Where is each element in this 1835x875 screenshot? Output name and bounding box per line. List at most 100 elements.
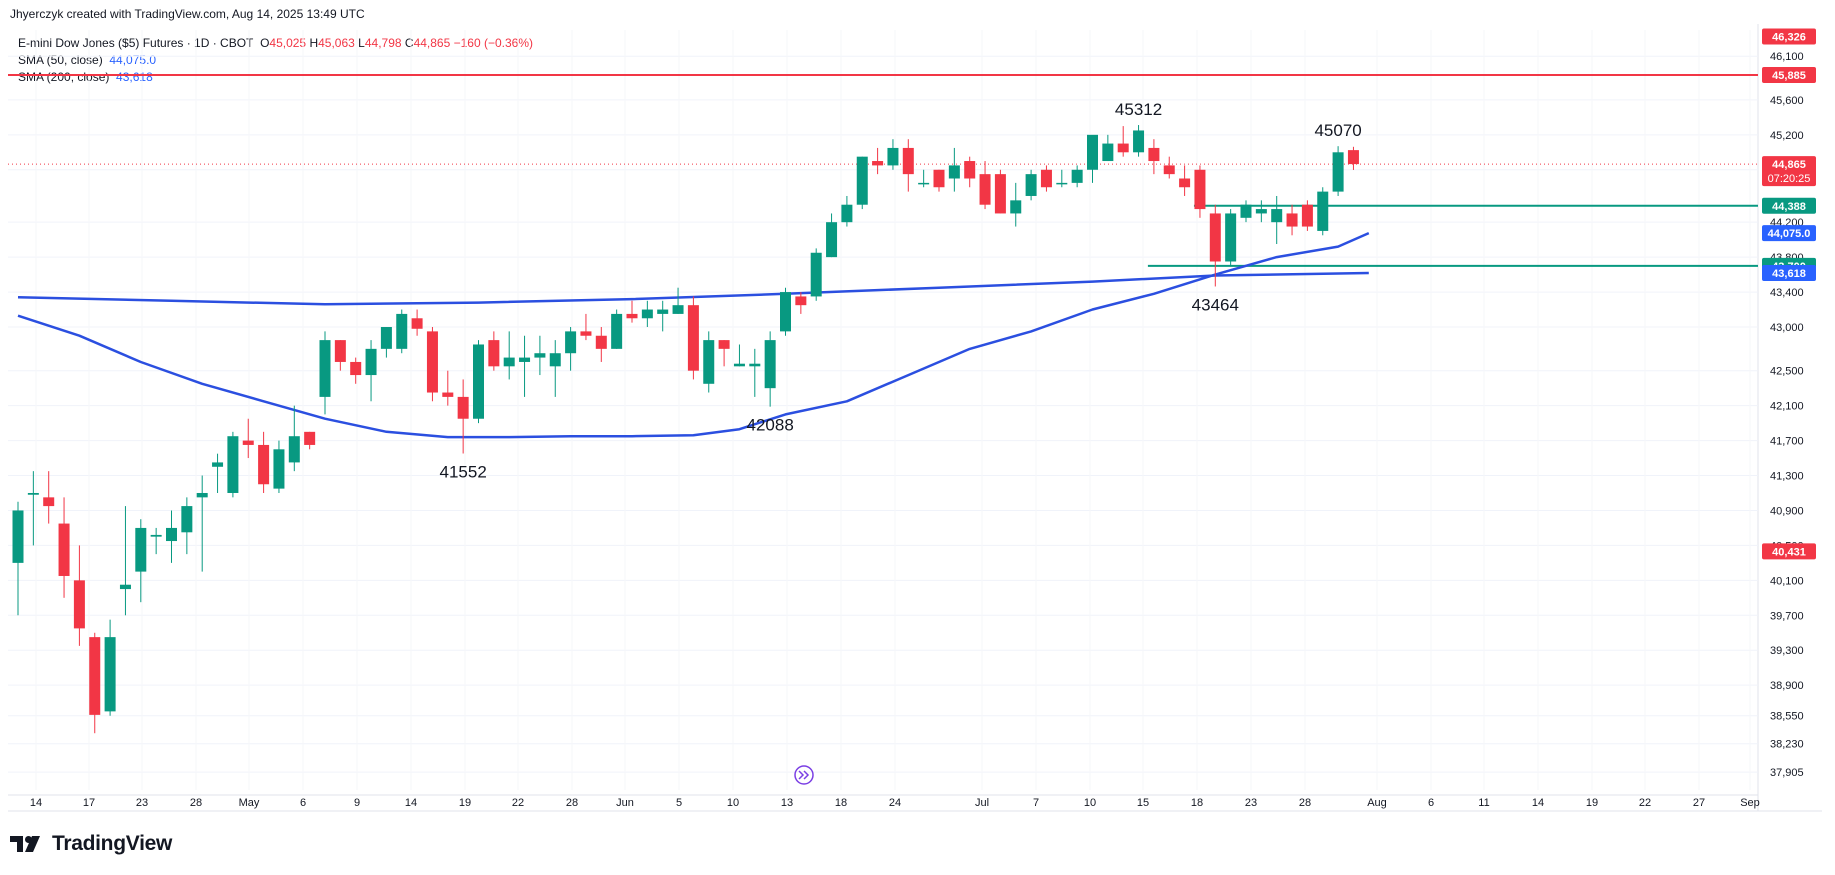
candle bbox=[810, 248, 822, 301]
price-tag-bg bbox=[1762, 28, 1816, 45]
time-tick-label: Aug bbox=[1367, 797, 1387, 809]
price-tag-bg bbox=[1762, 265, 1816, 282]
candle bbox=[104, 619, 116, 716]
candle-body bbox=[27, 492, 39, 495]
candle bbox=[964, 156, 976, 188]
price-tick-label: 41,700 bbox=[1770, 436, 1804, 448]
candle-body bbox=[687, 305, 699, 371]
legend-sma200-value: 43,618 bbox=[116, 70, 153, 84]
price-tag-bg bbox=[1762, 156, 1816, 187]
candle-body bbox=[258, 444, 270, 485]
candle bbox=[150, 527, 162, 555]
sma50-line bbox=[17, 231, 1370, 439]
candle bbox=[1240, 200, 1252, 223]
candle bbox=[58, 497, 70, 598]
time-tick-label: Jul bbox=[975, 797, 989, 809]
price-tag: 44,075.0 bbox=[1762, 225, 1816, 242]
candle bbox=[503, 331, 515, 380]
candle-body bbox=[1332, 152, 1344, 192]
price-annotation: 45312 bbox=[1115, 100, 1162, 119]
price-tag-label: 46,326 bbox=[1772, 31, 1806, 43]
candle bbox=[534, 335, 546, 376]
candle bbox=[1071, 165, 1083, 188]
legend-high-label: H bbox=[309, 36, 319, 50]
candle-body bbox=[795, 296, 807, 306]
price-annotation: 43464 bbox=[1192, 295, 1239, 314]
legend-symbol-row[interactable]: E-mini Dow Jones ($5) Futures · 1D · CBO… bbox=[18, 35, 533, 52]
candle bbox=[227, 431, 239, 498]
candle bbox=[350, 357, 362, 384]
price-tick-label: 38,550 bbox=[1770, 711, 1804, 723]
legend-open-value: 45,025 bbox=[269, 36, 307, 50]
candle-body bbox=[534, 353, 546, 358]
candle-body bbox=[1317, 191, 1329, 231]
scroll-to-realtime-button[interactable] bbox=[794, 765, 814, 785]
candle bbox=[902, 139, 914, 192]
candle bbox=[687, 296, 699, 380]
candle-body bbox=[780, 292, 791, 332]
price-tag-bg bbox=[1762, 197, 1816, 214]
price-tick-label: 37,905 bbox=[1770, 767, 1804, 779]
candle bbox=[27, 471, 39, 546]
candle bbox=[565, 327, 577, 371]
candle bbox=[872, 147, 884, 175]
time-tick-label: 14 bbox=[30, 797, 42, 809]
candle-body bbox=[810, 252, 822, 297]
horizontal-lines bbox=[8, 73, 1758, 267]
time-tick-label: 18 bbox=[835, 797, 847, 809]
candle-body bbox=[89, 637, 101, 715]
candle-body bbox=[426, 331, 438, 393]
candle bbox=[611, 309, 623, 349]
price-chart[interactable]: 45312 45070 43464 42088 41552 37,905 38,230 38… bbox=[0, 0, 1835, 820]
candle-body bbox=[626, 313, 638, 319]
chart-grid bbox=[8, 24, 1822, 812]
candle bbox=[457, 379, 469, 454]
candle bbox=[994, 169, 1006, 214]
candle-body bbox=[549, 353, 561, 367]
candle-body bbox=[703, 340, 715, 384]
price-tag-bg bbox=[1762, 66, 1816, 83]
price-tag-label: 40,431 bbox=[1772, 546, 1806, 558]
candle-body bbox=[1133, 130, 1145, 153]
candle bbox=[703, 331, 715, 393]
legend-open-label: O bbox=[260, 36, 270, 50]
legend-sma200-row[interactable]: SMA (200, close) 43,618 bbox=[18, 69, 533, 86]
moving-averages bbox=[17, 231, 1370, 439]
tradingview-logo-icon bbox=[10, 836, 40, 852]
time-tick-label: May bbox=[239, 797, 260, 809]
legend-close-label: C bbox=[404, 36, 414, 50]
candle bbox=[1148, 139, 1160, 175]
price-tag: 44,388 bbox=[1762, 197, 1816, 214]
price-tag-label: 43,618 bbox=[1772, 268, 1806, 280]
candle-body bbox=[872, 161, 884, 166]
candle bbox=[1194, 165, 1206, 218]
tradingview-logo[interactable]: TradingView bbox=[10, 832, 172, 856]
price-axis[interactable]: 37,905 38,230 38,550 38,900 39,300 39,700 40,1… bbox=[1762, 28, 1816, 779]
candle-body bbox=[1040, 169, 1052, 188]
candles bbox=[12, 125, 1359, 734]
candle bbox=[212, 453, 224, 493]
time-axis[interactable]: 14 17 23 28 May 6 9 14 19 22 28 Jun 5 10 13 18 24 Jul 7 10 1… bbox=[30, 797, 1760, 809]
candle bbox=[948, 147, 960, 192]
price-tag-label: 44,075.0 bbox=[1768, 228, 1811, 240]
candle bbox=[1056, 169, 1068, 188]
candle bbox=[1317, 187, 1329, 236]
candle bbox=[580, 313, 592, 341]
candle-body bbox=[442, 392, 454, 397]
price-tick-label: 42,100 bbox=[1770, 401, 1804, 413]
legend-high-value: 45,063 bbox=[318, 36, 355, 50]
candle-body bbox=[396, 313, 408, 349]
candle bbox=[135, 519, 147, 603]
candle-body bbox=[933, 169, 945, 188]
candle-body bbox=[1209, 213, 1221, 262]
candle-body bbox=[288, 436, 300, 463]
time-tick-label: 6 bbox=[300, 797, 306, 809]
time-tick-label: 23 bbox=[1245, 797, 1257, 809]
price-annotation: 42088 bbox=[747, 416, 794, 435]
candle bbox=[181, 497, 193, 555]
candle bbox=[43, 471, 55, 524]
price-tag-label: 44,388 bbox=[1772, 201, 1806, 213]
candle-body bbox=[350, 361, 362, 376]
candle-body bbox=[918, 182, 930, 185]
candle-body bbox=[979, 174, 991, 205]
